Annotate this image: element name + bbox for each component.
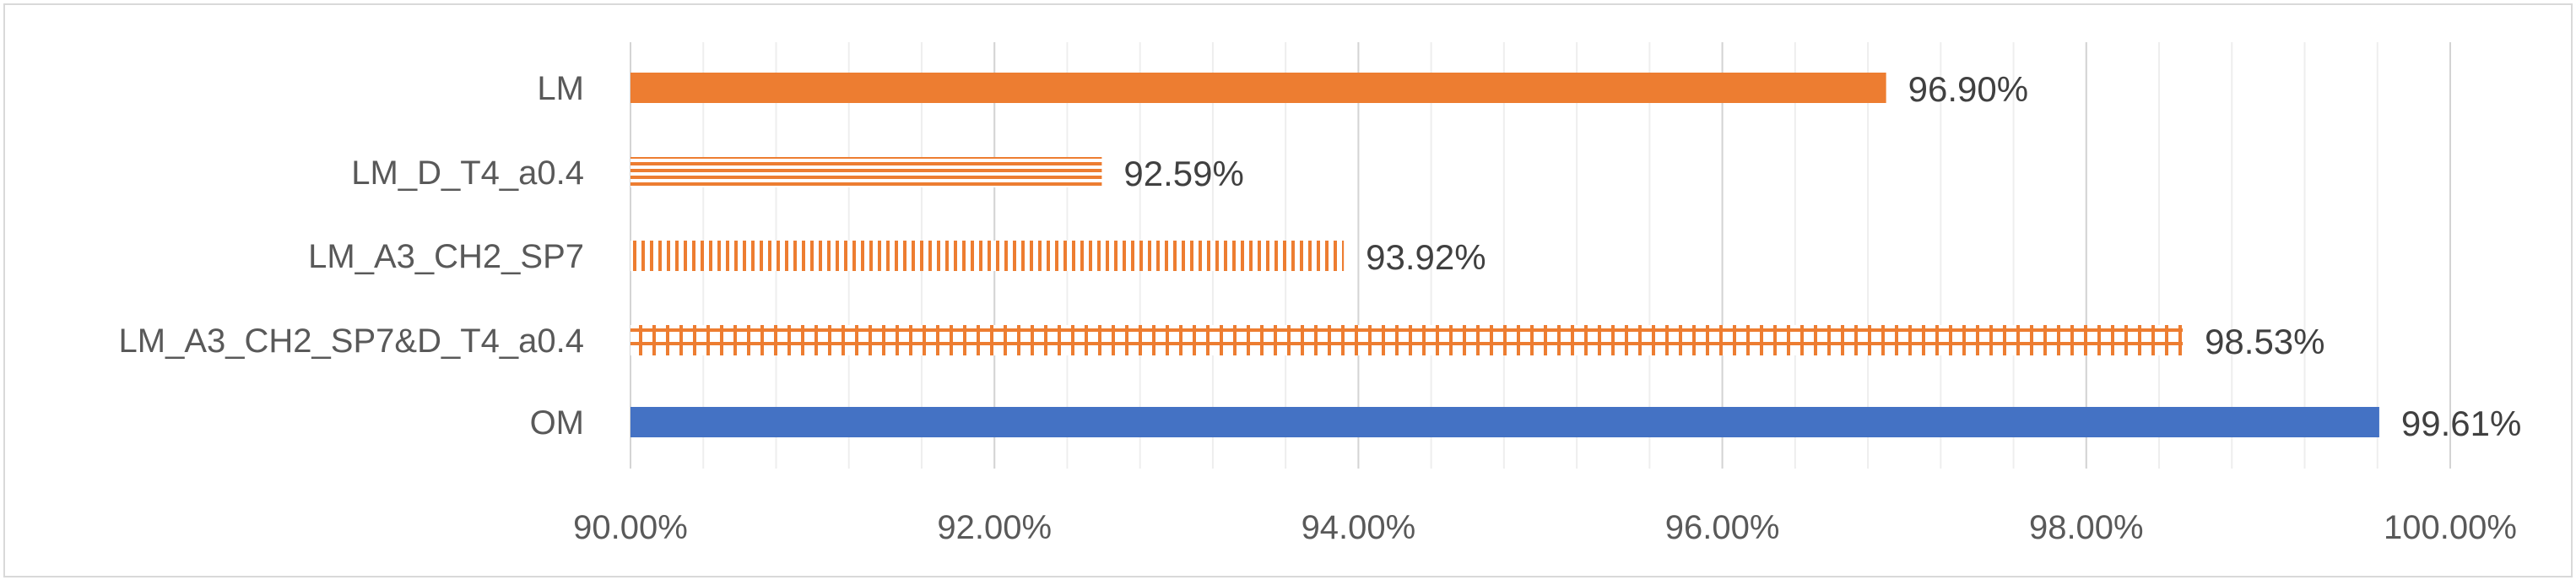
x-tick-label: 94.00% bbox=[1302, 509, 1416, 546]
data-label: 98.53% bbox=[2205, 322, 2324, 361]
category-label: OM bbox=[530, 404, 584, 442]
x-tick-label: 92.00% bbox=[937, 509, 1052, 546]
labels: 90.00% 92.00% 94.00% 96.00% 98.00% 100.00% LM 9… bbox=[119, 69, 2522, 546]
data-label: 99.61% bbox=[2401, 404, 2521, 443]
bar bbox=[630, 73, 1886, 103]
category-label: LM_A3_CH2_SP7 bbox=[308, 238, 584, 275]
x-tick-label: 96.00% bbox=[1665, 509, 1780, 546]
x-tick-label: 98.00% bbox=[2029, 509, 2144, 546]
data-label: 92.59% bbox=[1123, 154, 1243, 193]
category-label: LM_D_T4_a0.4 bbox=[351, 154, 584, 192]
category-label: LM_A3_CH2_SP7&D_T4_a0.4 bbox=[119, 323, 584, 360]
bar bbox=[630, 157, 1102, 187]
x-tick-label: 90.00% bbox=[573, 509, 688, 546]
category-label: LM bbox=[537, 70, 584, 107]
bar bbox=[630, 325, 2184, 355]
bars bbox=[630, 73, 2379, 437]
data-label: 93.92% bbox=[1366, 237, 1486, 277]
bar bbox=[630, 407, 2379, 437]
x-tick-label: 100.00% bbox=[2384, 509, 2517, 546]
bar bbox=[630, 241, 1345, 271]
data-label: 96.90% bbox=[1908, 69, 2028, 109]
